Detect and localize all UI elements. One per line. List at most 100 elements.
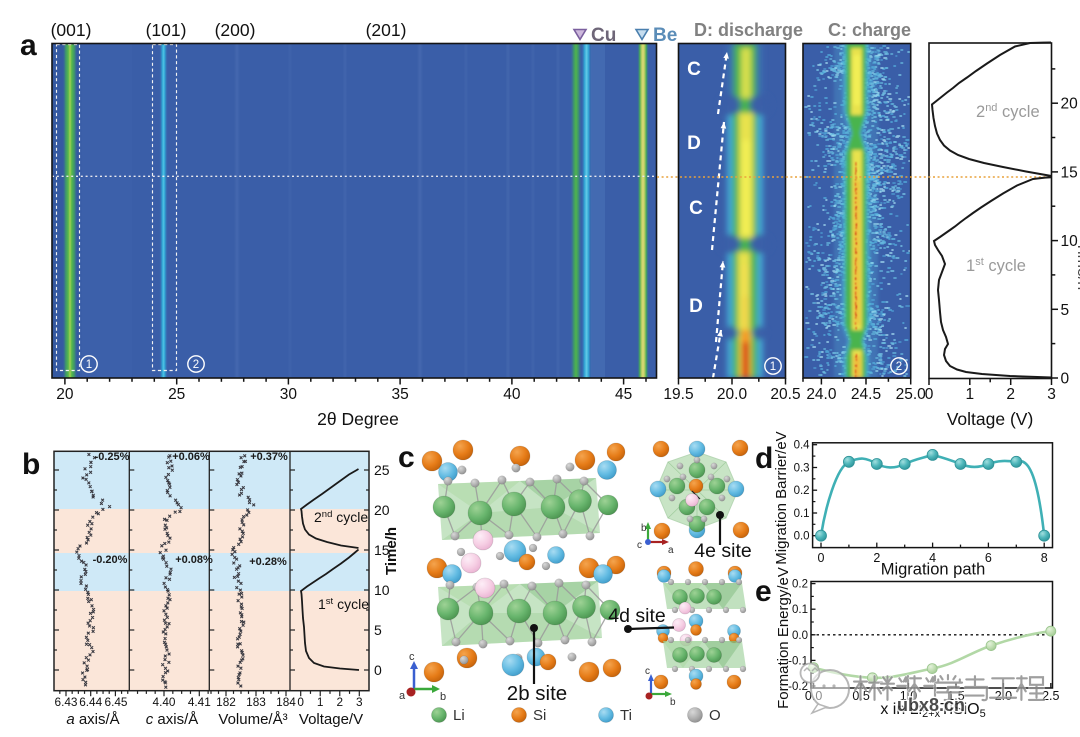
svg-text:1: 1 bbox=[317, 695, 324, 709]
svg-text:3: 3 bbox=[356, 695, 363, 709]
svg-text:20.0: 20.0 bbox=[717, 386, 748, 403]
svg-text:15: 15 bbox=[1061, 164, 1078, 181]
svg-text:2: 2 bbox=[1006, 386, 1015, 403]
svg-text:(001): (001) bbox=[51, 20, 92, 40]
svg-text:C: C bbox=[689, 198, 703, 219]
svg-text:2b site: 2b site bbox=[507, 682, 567, 705]
svg-text:8: 8 bbox=[1041, 551, 1048, 565]
svg-text:1st cycle: 1st cycle bbox=[966, 256, 1026, 275]
svg-text:20: 20 bbox=[374, 502, 390, 518]
svg-text:b: b bbox=[440, 691, 446, 703]
svg-text:(101): (101) bbox=[146, 20, 187, 40]
svg-text:183: 183 bbox=[246, 695, 266, 709]
svg-text:1: 1 bbox=[86, 359, 92, 371]
svg-text:25.0: 25.0 bbox=[896, 386, 927, 403]
svg-text:Migration path: Migration path bbox=[881, 561, 986, 579]
svg-text:24.5: 24.5 bbox=[851, 386, 881, 403]
svg-text:x in Li2+xTiSiO5: x in Li2+xTiSiO5 bbox=[880, 701, 985, 720]
svg-text:Voltage/V: Voltage/V bbox=[299, 711, 363, 728]
svg-text:c: c bbox=[398, 441, 415, 474]
svg-text:Migration Barrier/eV: Migration Barrier/eV bbox=[773, 431, 790, 564]
svg-text:Formation Energy/eV: Formation Energy/eV bbox=[775, 567, 792, 709]
svg-text:20: 20 bbox=[1061, 96, 1079, 113]
svg-text:2θ Degree: 2θ Degree bbox=[317, 409, 399, 429]
svg-text:0: 0 bbox=[1061, 371, 1070, 388]
svg-text:0.0: 0.0 bbox=[794, 531, 810, 543]
svg-text:20: 20 bbox=[56, 386, 74, 403]
svg-text:(200): (200) bbox=[215, 20, 256, 40]
svg-text:0: 0 bbox=[925, 386, 934, 403]
svg-text:-0.20%: -0.20% bbox=[93, 554, 128, 566]
svg-text:15: 15 bbox=[374, 542, 390, 558]
svg-text:2: 2 bbox=[193, 359, 199, 371]
svg-text:c axis/Å: c axis/Å bbox=[146, 711, 199, 728]
svg-text:Voltage (V): Voltage (V) bbox=[947, 409, 1034, 429]
svg-text:-0.25%: -0.25% bbox=[95, 451, 130, 463]
svg-text:0.1: 0.1 bbox=[792, 604, 808, 616]
svg-text:0.4: 0.4 bbox=[794, 440, 811, 452]
svg-text:c: c bbox=[645, 666, 650, 677]
svg-text:4d site: 4d site bbox=[608, 605, 665, 627]
svg-text:2: 2 bbox=[873, 551, 880, 565]
svg-text:6.44: 6.44 bbox=[79, 695, 102, 709]
svg-text:a: a bbox=[668, 545, 674, 556]
svg-text:40: 40 bbox=[503, 386, 521, 403]
svg-text:Si: Si bbox=[533, 707, 546, 724]
svg-text:Li: Li bbox=[453, 707, 465, 724]
svg-text:2.5: 2.5 bbox=[1042, 689, 1059, 703]
svg-text:4.40: 4.40 bbox=[153, 695, 176, 709]
svg-text:4.41: 4.41 bbox=[188, 695, 211, 709]
svg-text:a: a bbox=[399, 690, 406, 702]
svg-text:4: 4 bbox=[929, 551, 936, 565]
svg-text:b: b bbox=[641, 523, 647, 534]
svg-text:Cu: Cu bbox=[591, 25, 616, 46]
svg-text:ubx8.cn: ubx8.cn bbox=[897, 695, 965, 715]
svg-text:2: 2 bbox=[896, 361, 902, 373]
svg-text:5: 5 bbox=[374, 622, 382, 638]
svg-text:c: c bbox=[409, 651, 415, 663]
svg-text:D: D bbox=[689, 296, 703, 317]
svg-text:45: 45 bbox=[615, 386, 632, 403]
svg-text:Be: Be bbox=[653, 25, 677, 46]
svg-text:+0.28%: +0.28% bbox=[249, 556, 287, 568]
svg-text:0: 0 bbox=[374, 662, 382, 678]
svg-text:0.2: 0.2 bbox=[794, 485, 810, 497]
svg-text:0: 0 bbox=[818, 551, 825, 565]
svg-text:20.5: 20.5 bbox=[770, 386, 800, 403]
svg-text:1: 1 bbox=[770, 361, 776, 373]
svg-text:0.0: 0.0 bbox=[792, 630, 808, 642]
svg-text:e: e bbox=[755, 575, 772, 608]
svg-text:10: 10 bbox=[374, 582, 390, 598]
svg-text:C: charge: C: charge bbox=[828, 20, 911, 40]
svg-text:6.43: 6.43 bbox=[55, 695, 78, 709]
svg-text:(201): (201) bbox=[366, 20, 407, 40]
svg-text:a axis/Å: a axis/Å bbox=[66, 711, 119, 728]
svg-text:5: 5 bbox=[1061, 302, 1070, 319]
svg-text:1st cycle: 1st cycle bbox=[318, 596, 369, 613]
svg-text:b: b bbox=[22, 448, 40, 481]
svg-text:25: 25 bbox=[168, 386, 185, 403]
svg-text:6: 6 bbox=[985, 551, 992, 565]
svg-text:O: O bbox=[709, 707, 721, 724]
svg-text:182: 182 bbox=[216, 695, 236, 709]
svg-text:10: 10 bbox=[1061, 233, 1079, 250]
svg-text:D: D bbox=[687, 133, 701, 154]
svg-text:Volume/Å³: Volume/Å³ bbox=[218, 711, 287, 728]
svg-text:0.3: 0.3 bbox=[794, 463, 810, 475]
svg-text:3: 3 bbox=[1047, 386, 1056, 403]
svg-text:19.5: 19.5 bbox=[663, 386, 693, 403]
svg-text:30: 30 bbox=[280, 386, 298, 403]
svg-text:-0.1: -0.1 bbox=[788, 655, 808, 667]
svg-text:4e site: 4e site bbox=[694, 540, 751, 562]
svg-text:0: 0 bbox=[297, 695, 304, 709]
svg-text:Time/h: Time/h bbox=[1074, 242, 1080, 290]
svg-text:+0.06%: +0.06% bbox=[172, 451, 210, 463]
svg-text:c: c bbox=[637, 540, 642, 551]
svg-text:1: 1 bbox=[965, 386, 974, 403]
svg-text:184: 184 bbox=[276, 695, 296, 709]
svg-text:+0.08%: +0.08% bbox=[175, 554, 213, 566]
svg-text:35: 35 bbox=[391, 386, 408, 403]
svg-text:Ti: Ti bbox=[620, 707, 632, 724]
svg-text:0.1: 0.1 bbox=[794, 508, 810, 520]
svg-text:D: discharge: D: discharge bbox=[694, 20, 803, 40]
